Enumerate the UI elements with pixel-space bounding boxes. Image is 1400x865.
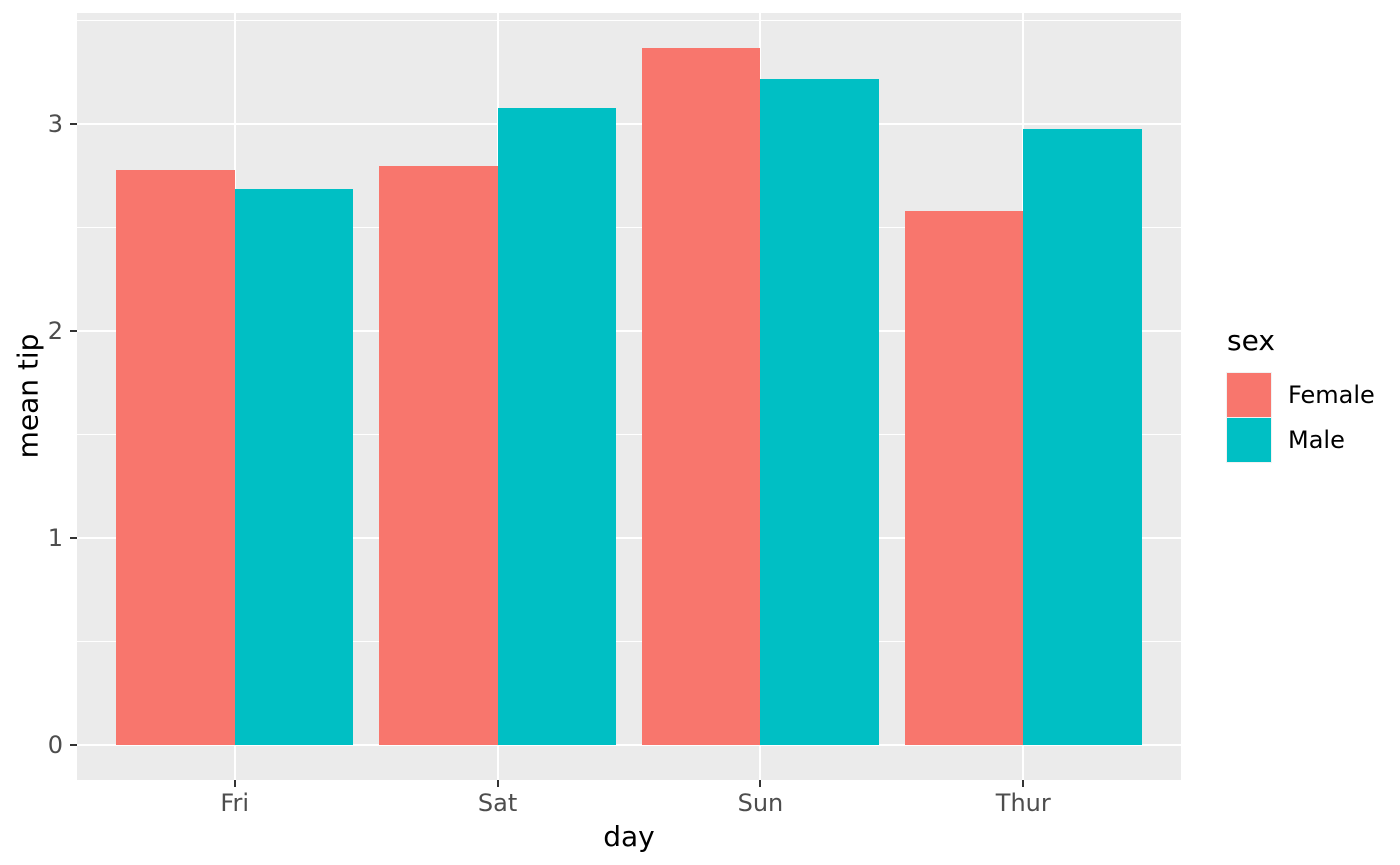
- legend-label: Male: [1288, 426, 1345, 454]
- legend-swatch-Male: [1227, 418, 1271, 462]
- bar-Thur-Female: [905, 211, 1024, 746]
- gridline-major: [77, 744, 1181, 747]
- legend-swatch-Female: [1227, 373, 1271, 417]
- gridline-minor: [77, 434, 1181, 436]
- y-tick-label: 1: [47, 524, 63, 553]
- gridline-minor: [77, 20, 1181, 22]
- x-tick-label: Thur: [995, 789, 1051, 817]
- y-tick-mark: [70, 537, 77, 540]
- x-tick-label: Sat: [477, 789, 518, 817]
- x-axis-title: day: [603, 820, 655, 853]
- y-tick-label: 0: [47, 731, 63, 760]
- legend-entry-Female: Female: [1227, 373, 1375, 417]
- x-tick-mark: [496, 780, 499, 787]
- y-tick-label: 3: [47, 110, 63, 139]
- y-tick-mark: [70, 744, 77, 747]
- y-axis-title: mean tip: [11, 333, 45, 459]
- legend-keys: Female Male: [1227, 373, 1375, 462]
- gridline-major: [77, 330, 1181, 333]
- bar-Fri-Male: [234, 188, 353, 746]
- plot-panel: [77, 13, 1181, 780]
- x-tick-label: Fri: [220, 789, 249, 817]
- legend-title: sex: [1227, 324, 1275, 357]
- x-tick-mark: [1022, 780, 1025, 787]
- y-tick-mark: [70, 123, 77, 126]
- y-tick-label: 2: [47, 317, 63, 346]
- bar-Fri-Female: [116, 169, 235, 746]
- gridline-major: [77, 537, 1181, 540]
- y-tick-mark: [70, 330, 77, 333]
- gridline-minor: [77, 227, 1181, 229]
- x-tick-mark: [233, 780, 236, 787]
- bar-Sat-Male: [497, 107, 616, 746]
- bar-Sat-Female: [379, 165, 498, 746]
- legend-label: Female: [1288, 381, 1375, 409]
- gridline-minor: [77, 641, 1181, 643]
- gridline-major: [77, 123, 1181, 126]
- x-tick-label: Sun: [737, 789, 784, 817]
- x-tick-mark: [759, 780, 762, 787]
- bar-Sun-Male: [760, 78, 879, 746]
- bar-Sun-Female: [642, 47, 761, 746]
- bar-Thur-Male: [1023, 128, 1142, 746]
- legend-entry-Male: Male: [1227, 418, 1375, 462]
- legend: sex Female Male: [1227, 324, 1375, 463]
